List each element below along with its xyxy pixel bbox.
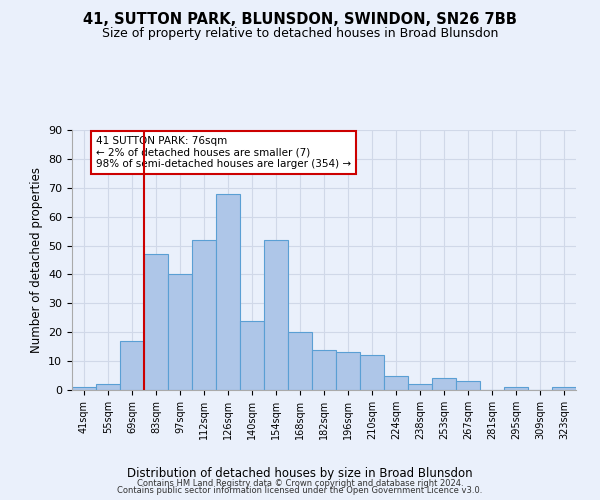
- Bar: [144, 254, 168, 390]
- Bar: [456, 382, 480, 390]
- Bar: [336, 352, 360, 390]
- Bar: [288, 332, 312, 390]
- Bar: [504, 387, 528, 390]
- Bar: [96, 384, 120, 390]
- Bar: [384, 376, 408, 390]
- Bar: [408, 384, 432, 390]
- Bar: [264, 240, 288, 390]
- Text: Contains HM Land Registry data © Crown copyright and database right 2024.: Contains HM Land Registry data © Crown c…: [137, 478, 463, 488]
- Text: 41 SUTTON PARK: 76sqm
← 2% of detached houses are smaller (7)
98% of semi-detach: 41 SUTTON PARK: 76sqm ← 2% of detached h…: [96, 136, 351, 169]
- Bar: [240, 320, 264, 390]
- Bar: [312, 350, 336, 390]
- Text: 41, SUTTON PARK, BLUNSDON, SWINDON, SN26 7BB: 41, SUTTON PARK, BLUNSDON, SWINDON, SN26…: [83, 12, 517, 28]
- Bar: [360, 356, 384, 390]
- Bar: [72, 387, 96, 390]
- Text: Size of property relative to detached houses in Broad Blunsdon: Size of property relative to detached ho…: [102, 28, 498, 40]
- Bar: [432, 378, 456, 390]
- Bar: [168, 274, 192, 390]
- Text: Distribution of detached houses by size in Broad Blunsdon: Distribution of detached houses by size …: [127, 468, 473, 480]
- Y-axis label: Number of detached properties: Number of detached properties: [29, 167, 43, 353]
- Bar: [120, 341, 144, 390]
- Text: Contains public sector information licensed under the Open Government Licence v3: Contains public sector information licen…: [118, 486, 482, 495]
- Bar: [192, 240, 216, 390]
- Bar: [552, 387, 576, 390]
- Bar: [216, 194, 240, 390]
